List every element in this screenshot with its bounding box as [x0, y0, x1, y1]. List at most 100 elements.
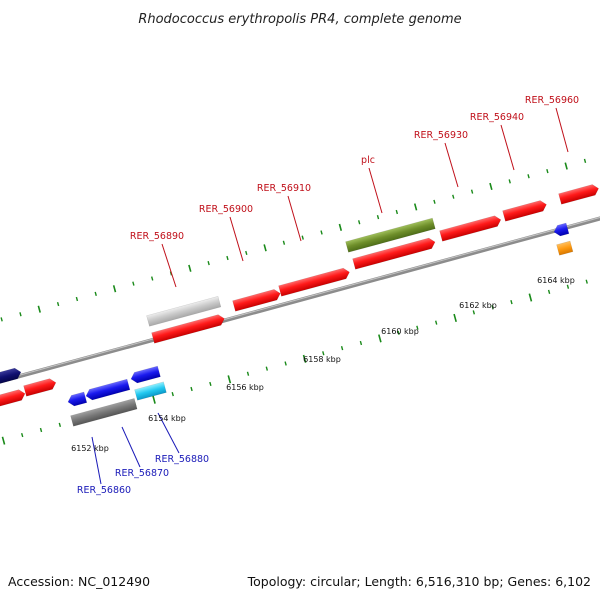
tick-mark: [527, 174, 530, 179]
label-leader-line: [161, 243, 177, 288]
label-leader-line: [287, 195, 302, 242]
gene-label: RER_56880: [155, 454, 209, 465]
tick-mark: [338, 223, 343, 231]
tick-mark: [226, 255, 229, 261]
tick-mark: [150, 276, 154, 281]
gene-other: [556, 240, 574, 256]
tick-mark: [508, 179, 511, 184]
tick-mark: [322, 351, 325, 356]
tick-mark: [546, 169, 549, 174]
ruler-label: 6164 kbp: [537, 276, 575, 285]
gene-label: RER_56860: [77, 485, 131, 496]
gene-reverse: [85, 378, 131, 401]
tick-mark: [152, 395, 156, 404]
tick-mark: [171, 392, 174, 397]
tick-mark: [19, 312, 22, 317]
gene-label: RER_56960: [525, 95, 579, 106]
gene-features: [0, 184, 599, 427]
map-title: Rhodococcus erythropolis PR4, complete g…: [138, 12, 461, 27]
tick-mark: [245, 250, 248, 256]
label-leader-line: [444, 142, 459, 188]
tick-mark: [416, 325, 419, 330]
ruler-label: 6158 kbp: [303, 355, 341, 364]
tick-mark: [470, 189, 474, 194]
gene-label: RER_56900: [199, 204, 253, 215]
gene-forward: [558, 184, 599, 205]
gene-reverse: [67, 391, 88, 407]
ruler-label: 6160 kbp: [381, 327, 419, 336]
gene-forward: [502, 200, 547, 222]
tick-mark: [434, 320, 438, 325]
tick-mark: [284, 361, 287, 366]
ruler-label: 6154 kbp: [148, 414, 186, 423]
gene-label: RER_56940: [470, 112, 524, 123]
gene-forward: [23, 378, 57, 397]
label-leader-line: [91, 436, 102, 485]
topology-summary: Topology: circular; Length: 6,516,310 bp…: [247, 574, 591, 589]
tick-mark: [452, 194, 455, 199]
label-leader-line: [121, 426, 141, 468]
tick-mark: [566, 284, 570, 289]
gene-forward: [0, 389, 26, 407]
gene-pseudo: [70, 398, 138, 427]
gene-reverse: [130, 365, 161, 384]
tick-mark: [188, 264, 192, 272]
tick-mark: [510, 300, 513, 305]
gene-label: RER_56930: [414, 130, 468, 141]
tick-mark: [112, 285, 117, 293]
tick-mark: [246, 371, 250, 376]
genome-backbone: [0, 187, 600, 413]
gene-forward: [278, 267, 350, 297]
tick-mark: [1, 436, 6, 445]
tick-mark: [489, 182, 493, 191]
tick-mark: [564, 162, 568, 170]
gene-label: plc: [361, 155, 375, 166]
tick-row-bottom: [1, 279, 588, 445]
ruler-label: 6162 kbp: [459, 301, 497, 310]
tick-mark: [132, 281, 135, 286]
tick-mark: [378, 334, 382, 343]
gene-pseudo: [146, 295, 222, 327]
tick-mark: [433, 199, 436, 204]
tick-mark: [528, 293, 533, 302]
tick-mark: [395, 209, 399, 215]
ruler-label: 6152 kbp: [71, 444, 109, 453]
tick-mark: [37, 305, 41, 313]
label-leader-line: [500, 124, 515, 171]
label-leader-line: [229, 216, 244, 262]
tick-mark: [20, 432, 24, 438]
tick-mark: [340, 346, 344, 351]
tick-mark: [413, 203, 418, 211]
tick-mark: [491, 305, 494, 310]
tick-mark: [357, 220, 361, 225]
tick-row-top: [0, 158, 587, 322]
tick-mark: [282, 240, 286, 245]
gene-forward: [0, 367, 22, 386]
tick-mark: [265, 366, 269, 371]
gene-plc: [345, 217, 436, 253]
tick-mark: [0, 317, 3, 322]
tick-mark: [227, 375, 232, 384]
gene-reverse: [134, 381, 167, 401]
gene-label: RER_56910: [257, 183, 311, 194]
tick-mark: [359, 340, 363, 346]
gene-forward: [352, 237, 436, 270]
label-leader-line: [157, 412, 180, 454]
gene-label: RER_56870: [115, 468, 169, 479]
tick-mark: [75, 296, 79, 302]
label-leader-line: [368, 167, 383, 214]
tick-mark: [39, 427, 43, 433]
ruler-label: 6156 kbp: [226, 383, 264, 392]
tick-mark: [56, 301, 60, 307]
tick-mark: [302, 354, 307, 363]
genome-track: [0, 158, 600, 445]
genome-backbone-highlight: [0, 188, 600, 410]
tick-mark: [301, 235, 304, 240]
tick-mark: [263, 244, 267, 252]
gene-reverse: [553, 222, 570, 237]
gene-labels: RER_56890RER_56900RER_56910plcRER_56930R…: [77, 95, 579, 496]
tick-mark: [94, 291, 97, 296]
accession-text: Accession: NC_012490: [8, 574, 150, 589]
gene-forward: [151, 314, 225, 344]
